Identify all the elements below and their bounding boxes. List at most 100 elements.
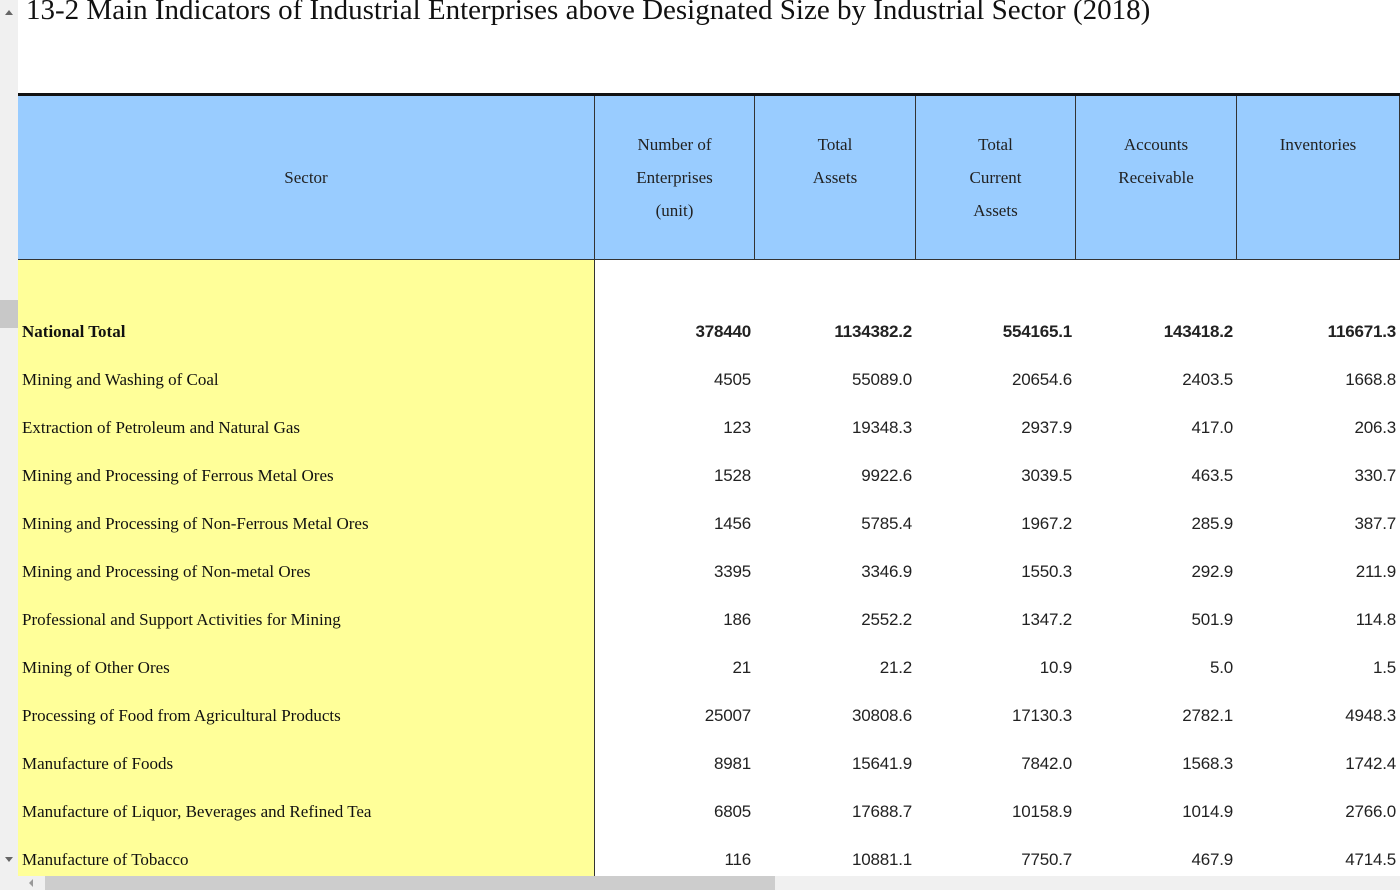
value-cell: 7842.0 xyxy=(1021,754,1072,773)
sector-column-bg xyxy=(18,260,595,880)
value-cell: 4714.5 xyxy=(1345,850,1396,869)
header-cell: Number of Enterprises (unit) xyxy=(595,96,755,260)
value-cell: 17688.7 xyxy=(851,802,912,821)
sector-name: Manufacture of Tobacco xyxy=(22,850,189,869)
value-cell: 5.0 xyxy=(1209,658,1233,677)
value-cell: 3346.9 xyxy=(861,562,912,581)
header-cell: Total Assets xyxy=(755,96,916,260)
header-top-border xyxy=(18,93,1400,96)
value-cell: 116671.3 xyxy=(1327,322,1397,341)
sector-name: Mining and Processing of Ferrous Metal O… xyxy=(22,466,334,485)
value-cell: 10.9 xyxy=(1039,658,1072,677)
value-cell: 378440 xyxy=(695,322,751,341)
value-cell: 10881.1 xyxy=(851,850,912,869)
header-text: Assets xyxy=(973,201,1018,220)
value-cell: 1668.8 xyxy=(1345,370,1396,389)
value-cell: 143418.2 xyxy=(1163,322,1234,341)
h-scroll-thumb[interactable] xyxy=(45,876,775,890)
value-cell: 7750.7 xyxy=(1021,850,1072,869)
sector-name: Manufacture of Foods xyxy=(22,754,174,773)
value-cell: 55089.0 xyxy=(851,370,912,389)
value-cell: 3039.5 xyxy=(1021,466,1072,485)
sector-name: Mining and Washing of Coal xyxy=(22,370,219,389)
value-cell: 1550.3 xyxy=(1021,562,1072,581)
value-cell: 2782.1 xyxy=(1182,706,1233,725)
header-text: Total xyxy=(978,135,1013,154)
value-cell: 1347.2 xyxy=(1021,610,1072,629)
header-text: Assets xyxy=(812,168,858,187)
scroll-thumb[interactable] xyxy=(0,300,18,328)
value-cell: 20654.6 xyxy=(1011,370,1072,389)
header-text: Enterprises xyxy=(636,168,713,187)
scroll-left[interactable] xyxy=(29,879,33,887)
scroll-arrows xyxy=(0,10,18,862)
value-cell: 3395 xyxy=(713,562,751,581)
value-cell: 387.7 xyxy=(1354,514,1396,533)
value-cell: 330.7 xyxy=(1354,466,1396,485)
vertical-scrollbar[interactable] xyxy=(0,0,18,876)
sector-name: Processing of Food from Agricultural Pro… xyxy=(22,706,341,725)
header-text: Inventories xyxy=(1279,135,1357,154)
value-cell: 4948.3 xyxy=(1345,706,1396,725)
header-text: (unit) xyxy=(655,201,694,220)
header-text: Total xyxy=(817,135,853,154)
value-cell: 19348.3 xyxy=(851,418,912,437)
value-cell: 25007 xyxy=(704,706,751,725)
value-cell: 4505 xyxy=(713,370,751,389)
value-cell: 5785.4 xyxy=(861,514,912,533)
value-cell: 1742.4 xyxy=(1345,754,1396,773)
value-cell: 2937.9 xyxy=(1021,418,1072,437)
value-cell: 2403.5 xyxy=(1182,370,1233,389)
sector-name: Mining of Other Ores xyxy=(22,658,170,677)
value-cell: 114.8 xyxy=(1355,610,1396,629)
value-cell: 17130.3 xyxy=(1011,706,1072,725)
data-table: Sector Number of Enterprises (unit) Total Ass… xyxy=(18,93,1400,880)
header-text: Number of xyxy=(637,135,712,154)
scroll-down[interactable] xyxy=(5,857,13,862)
value-cell: 206.3 xyxy=(1354,418,1396,437)
value-cell: 292.9 xyxy=(1191,562,1233,581)
value-cell: 285.9 xyxy=(1191,514,1233,533)
header-text: Current xyxy=(969,168,1022,187)
value-cell: 123 xyxy=(723,418,751,437)
sector-name: Manufacture of Liquor, Beverages and Ref… xyxy=(22,802,372,821)
value-cell: 1.5 xyxy=(1372,658,1396,677)
sector-name: Mining and Processing of Non-metal Ores xyxy=(22,562,311,581)
sector-name: Extraction of Petroleum and Natural Gas xyxy=(22,418,301,437)
header-text: Sector xyxy=(284,168,328,187)
value-cell: 2552.2 xyxy=(861,610,912,629)
header-cell: Total Current Assets xyxy=(916,96,1076,260)
value-cell: 501.9 xyxy=(1191,610,1233,629)
value-cell: 1967.2 xyxy=(1021,514,1072,533)
value-cell: 467.9 xyxy=(1191,850,1233,869)
value-cell: 15641.9 xyxy=(851,754,912,773)
header-cell: Accounts Receivable xyxy=(1076,96,1237,260)
value-cell: 554165.1 xyxy=(1002,322,1073,341)
header-cell: Sector xyxy=(18,96,595,260)
value-cell: 8981 xyxy=(713,754,751,773)
value-cell: 21 xyxy=(732,658,751,677)
header-text: Accounts xyxy=(1123,135,1189,154)
sector-name: Mining and Processing of Non-Ferrous Met… xyxy=(22,514,369,533)
value-cell: 30808.6 xyxy=(851,706,912,725)
page-title: 13-2 Main Indicators of Industrial Enter… xyxy=(26,0,1151,26)
sector-name: Professional and Support Activities for … xyxy=(22,610,341,629)
horizontal-scrollbar[interactable] xyxy=(0,876,1400,890)
value-cell: 9922.6 xyxy=(861,466,912,485)
value-cell: 1134382.2 xyxy=(834,322,912,341)
value-cell: 1456 xyxy=(713,514,751,533)
sector-name: National Total xyxy=(22,322,126,341)
value-cell: 6805 xyxy=(713,802,751,821)
value-cell: 21.2 xyxy=(879,658,912,677)
header-bottom-border xyxy=(18,259,1400,260)
value-cell: 2766.0 xyxy=(1345,802,1396,821)
value-cell: 186 xyxy=(723,610,751,629)
value-cell: 1014.9 xyxy=(1182,802,1233,821)
header-text: Receivable xyxy=(1118,168,1194,187)
h-scroll-parts xyxy=(29,876,775,890)
value-cell: 116 xyxy=(724,850,751,869)
scroll-up[interactable] xyxy=(5,10,13,15)
value-cell: 211.9 xyxy=(1355,562,1396,581)
value-cell: 10158.9 xyxy=(1011,802,1072,821)
